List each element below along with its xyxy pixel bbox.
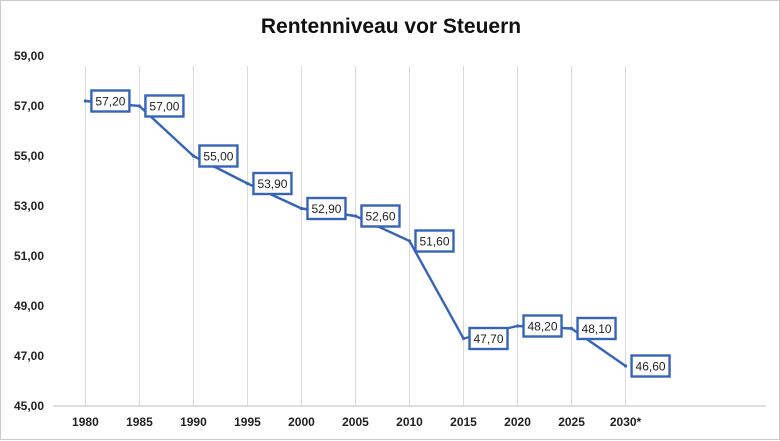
y-tick-label: 45,00 [14,399,44,413]
data-label: 46,60 [636,360,666,374]
data-point [191,154,196,158]
x-tick-label: 1990 [180,415,207,429]
y-tick-label: 53,00 [14,199,44,213]
y-tick-label: 49,00 [14,299,44,313]
data-label: 51,60 [419,235,449,249]
x-tick-label: 2005 [342,415,369,429]
data-label-box [468,326,509,351]
data-label: 48,10 [582,322,612,336]
y-tick-label: 47,00 [14,349,44,363]
chart-title: Rentenniveau vor Steuern [260,15,522,38]
y-tick-label: 59,00 [14,49,44,63]
data-point [623,364,628,368]
x-tick-label: 1980 [72,415,99,429]
x-tick-label: 2030* [610,415,642,429]
data-label: 57,20 [95,95,125,109]
data-label: 57,00 [149,100,179,114]
x-tick-label: 2020 [504,415,531,429]
data-label-box [630,354,671,378]
data-label: 48,20 [528,320,558,334]
x-tick-label: 2025 [558,415,585,429]
data-label-box [144,94,185,118]
y-tick-label: 55,00 [14,149,44,163]
data-label: 55,00 [203,150,233,164]
y-tick-label: 51,00 [14,249,44,263]
data-point [353,214,358,218]
data-point [407,239,412,243]
data-point [461,336,466,341]
data-label-box [360,204,401,228]
data-point [83,99,88,103]
data-label-box [414,229,455,253]
data-point [569,326,574,331]
x-tick-label: 2015 [450,415,477,429]
data-label: 53,90 [257,177,287,191]
x-tick-label: 2010 [396,415,423,429]
data-label: 47,70 [473,332,503,346]
data-point [245,181,250,186]
data-point [299,206,304,211]
data-label-box [252,171,293,196]
data-label-box [306,196,347,221]
x-tick-label: 1985 [126,415,153,429]
data-point [515,324,520,328]
y-tick-label: 57,00 [14,99,44,113]
x-tick-label: 1995 [234,415,261,429]
data-label-box [198,144,239,168]
data-label: 52,90 [311,202,341,216]
data-label-box [90,89,131,113]
data-label-box [576,316,617,341]
data-point [137,104,142,108]
x-tick-label: 2000 [288,415,315,429]
data-label-box [522,314,563,338]
data-label: 52,60 [365,210,395,224]
